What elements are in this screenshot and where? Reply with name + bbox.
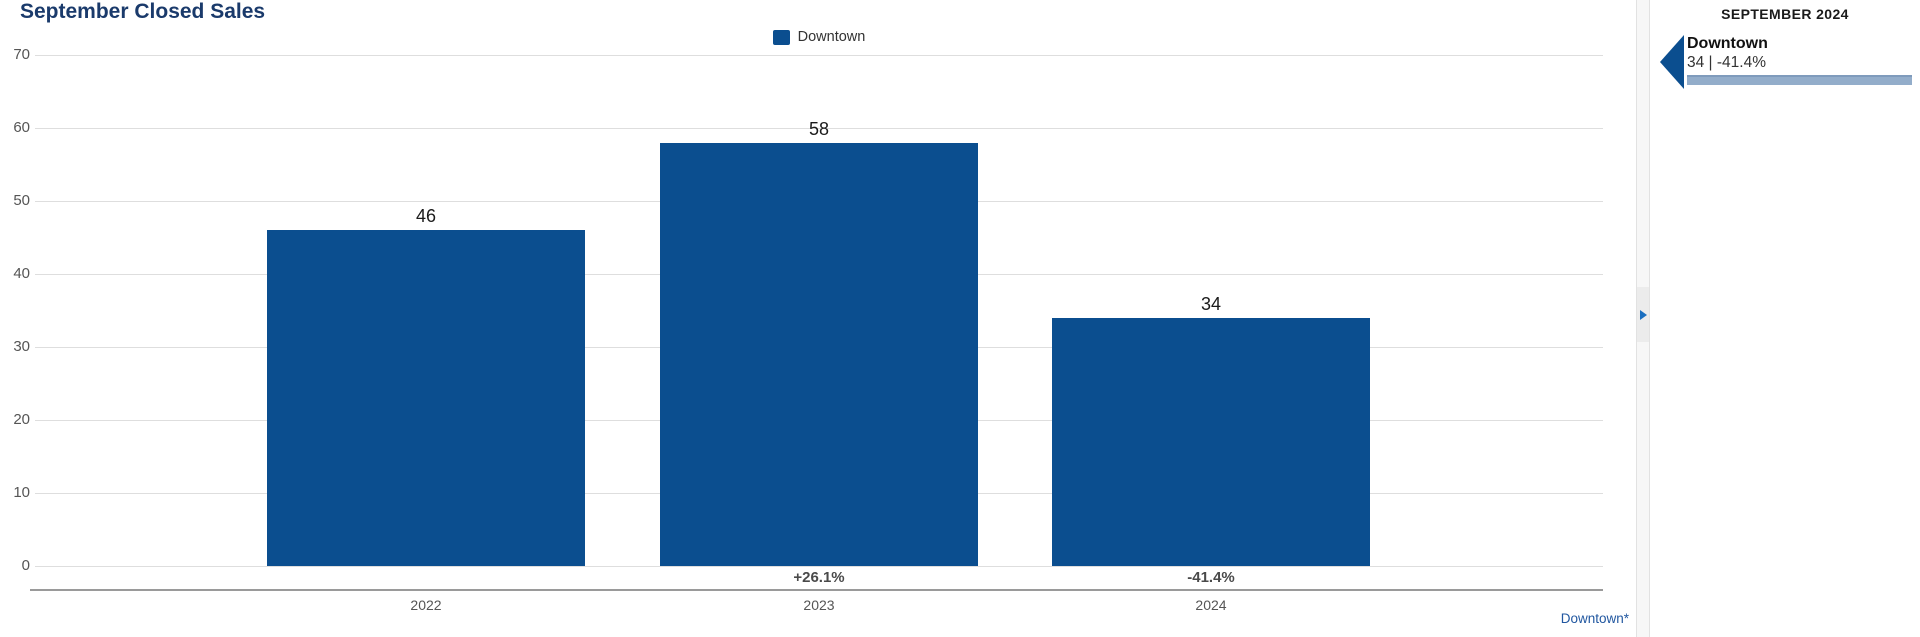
gridline-0 [35,566,1603,567]
series-footnote-link[interactable]: Downtown* [1560,611,1629,626]
bar-2022[interactable] [267,230,585,566]
sidebar-expand-button[interactable] [1637,287,1649,342]
gridline-60 [35,128,1603,129]
sidebar-entry-body: Downtown 34 | -41.4% [1687,34,1912,85]
y-axis-tick-label: 40 [13,265,30,282]
legend-item-downtown[interactable]: Downtown [772,29,866,45]
y-axis-tick-label: 60 [13,119,30,136]
sidebar-header: SEPTEMBER 2024 [1721,6,1849,22]
y-axis-tick-label: 20 [13,411,30,428]
sidebar-toggle-strip [1636,0,1650,637]
sidebar-entry-name: Downtown [1687,35,1768,52]
arrow-left-icon [1660,35,1684,89]
bar-2024[interactable] [1052,318,1370,566]
y-axis-tick-label: 0 [21,557,30,574]
sidebar-entry-stat: 34 | -41.4% [1687,54,1766,71]
x-axis-label: 2024 [1195,597,1227,613]
bar-value-label: 58 [808,119,830,139]
chart-panel: 0 10 20 30 40 50 60 70 46 2022 58 +26.1% 2023 34 -41.4… [13,0,1629,626]
bar-change-label: +26.1% [793,569,845,586]
sidebar-entry-downtown[interactable]: Downtown 34 | -41.4% [1660,34,1912,89]
plot-area: 0 10 20 30 40 50 60 70 46 2022 58 +26.1% 2023 34 -41.4… [13,46,1603,613]
legend: Downtown [35,27,1603,47]
gridline-70 [35,55,1603,56]
bar-2023[interactable] [660,143,978,566]
y-axis-tick-label: 70 [13,46,30,63]
sidebar-entry-accent-bar [1687,75,1912,85]
chart-title: September Closed Sales [20,0,266,23]
x-axis-label: 2023 [803,597,835,613]
x-axis-line [30,589,1603,591]
bar-value-label: 46 [415,206,437,226]
y-axis-tick-label: 30 [13,338,30,355]
y-axis-tick-label: 10 [13,484,30,501]
y-axis-tick-label: 50 [13,192,30,209]
legend-swatch-icon [772,29,790,45]
legend-label: Downtown [797,29,866,45]
bar-value-label: 34 [1200,294,1222,314]
bar-change-label: -41.4% [1187,569,1235,586]
summary-sidebar: SEPTEMBER 2024 Downtown 34 | -41.4% [1650,0,1920,637]
x-axis-label: 2022 [410,597,442,613]
chevron-right-icon [1639,309,1647,320]
